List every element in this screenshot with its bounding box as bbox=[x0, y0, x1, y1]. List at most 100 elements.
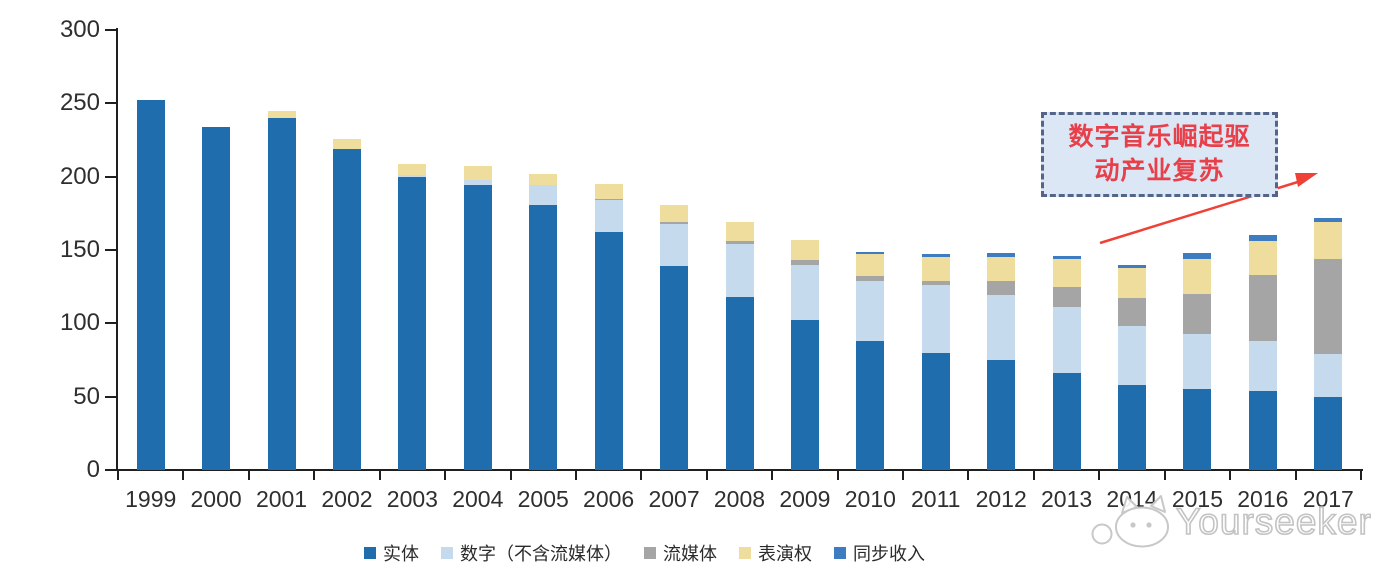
y-axis-tick bbox=[105, 249, 116, 251]
y-axis-line bbox=[116, 28, 118, 471]
x-axis-tick-label: 2001 bbox=[255, 486, 308, 512]
x-axis-tick-label: 2002 bbox=[321, 486, 373, 512]
bar-segment-streaming bbox=[1248, 274, 1277, 341]
x-axis-tick bbox=[705, 471, 708, 480]
legend-label-sync-revenue: 同步收入 bbox=[853, 544, 925, 564]
x-axis-tick bbox=[509, 471, 512, 480]
bar-segment-physical bbox=[136, 100, 165, 470]
legend-label-digital-excl-streaming: 数字（不含流媒体） bbox=[460, 544, 622, 564]
bar-segment-physical bbox=[1118, 384, 1147, 470]
bar-segment-digital-excl-streaming bbox=[1183, 333, 1212, 390]
bar-segment-physical bbox=[1248, 390, 1277, 470]
y-axis-tick-label: 300 bbox=[59, 16, 100, 43]
bar-segment-performance-rights bbox=[1183, 258, 1212, 295]
bar-segment-physical bbox=[529, 204, 558, 470]
bar-column-2013 bbox=[1052, 255, 1081, 470]
bar-segment-digital-excl-streaming bbox=[594, 200, 623, 233]
x-axis-tick-label: 2008 bbox=[713, 486, 766, 512]
bar-column-2009 bbox=[790, 239, 819, 470]
bar-segment-streaming bbox=[725, 241, 754, 245]
bar-segment-performance-rights bbox=[529, 173, 558, 186]
x-axis-tick-label: 1999 bbox=[125, 486, 177, 512]
x-axis-tick bbox=[902, 471, 905, 480]
x-axis-tick bbox=[182, 471, 185, 480]
x-axis-tick-label: 2017 bbox=[1302, 486, 1354, 512]
bar-column-2014 bbox=[1118, 264, 1147, 470]
x-axis-tick-label: 2012 bbox=[975, 486, 1027, 512]
y-axis-tick bbox=[105, 395, 116, 398]
bar-segment-digital-excl-streaming bbox=[1314, 354, 1343, 397]
bar-segment-sync-revenue bbox=[921, 254, 950, 258]
annotation-line1: 数字音乐崛起驱 bbox=[1068, 122, 1251, 151]
y-axis-tick bbox=[105, 469, 116, 471]
x-axis-tick-label: 2003 bbox=[386, 486, 438, 512]
annotation-line2: 动产业复苏 bbox=[1094, 156, 1225, 185]
bar-segment-streaming bbox=[856, 276, 885, 281]
bar-segment-physical bbox=[463, 185, 492, 470]
bar-segment-performance-rights bbox=[856, 254, 885, 277]
x-axis-tick-label: 2010 bbox=[844, 486, 896, 512]
bar-segment-sync-revenue bbox=[987, 252, 1016, 258]
legend-swatch-streaming bbox=[644, 547, 656, 559]
bar-segment-digital-excl-streaming bbox=[529, 185, 558, 205]
bar-segment-digital-excl-streaming bbox=[725, 244, 754, 297]
bar-segment-streaming bbox=[790, 260, 819, 265]
bar-segment-digital-excl-streaming bbox=[921, 285, 950, 353]
legend-swatch-performance-rights bbox=[739, 547, 751, 559]
legend-swatch-sync-revenue bbox=[834, 547, 846, 559]
watermark: Yourseeker bbox=[1090, 494, 1372, 550]
x-axis-tick-label: 2015 bbox=[1171, 486, 1224, 512]
x-axis-tick bbox=[378, 471, 381, 480]
x-axis-tick bbox=[1360, 471, 1362, 480]
x-axis-tick-label: 2006 bbox=[583, 486, 635, 512]
bar-segment-physical bbox=[398, 176, 427, 470]
x-axis-tick bbox=[967, 471, 970, 480]
legend-item-digital-excl-streaming: 数字（不含流媒体） bbox=[441, 540, 622, 566]
bar-column-2007 bbox=[660, 204, 689, 470]
x-axis-tick bbox=[313, 471, 316, 480]
bar-segment-performance-rights bbox=[1118, 267, 1147, 299]
bar-segment-performance-rights bbox=[463, 166, 492, 180]
x-axis-line bbox=[116, 469, 1363, 471]
bar-segment-sync-revenue bbox=[1314, 217, 1343, 223]
bar-segment-physical bbox=[856, 340, 885, 470]
bar-segment-physical bbox=[267, 118, 296, 470]
y-axis-tick bbox=[105, 175, 116, 178]
bar-column-2003 bbox=[398, 163, 427, 470]
x-axis-tick-label: 2005 bbox=[517, 486, 569, 512]
bar-segment-streaming bbox=[987, 280, 1016, 296]
bar-column-2015 bbox=[1183, 252, 1212, 470]
bar-segment-digital-excl-streaming bbox=[790, 264, 819, 321]
bar-segment-performance-rights bbox=[267, 110, 296, 118]
bar-column-2008 bbox=[725, 222, 754, 470]
bar-column-2011 bbox=[921, 254, 950, 470]
bar-segment-performance-rights bbox=[790, 239, 819, 261]
y-axis-tick-label: 0 bbox=[86, 456, 100, 483]
bar-segment-streaming bbox=[921, 280, 950, 286]
bar-segment-performance-rights bbox=[1052, 258, 1081, 287]
legend-item-sync-revenue: 同步收入 bbox=[834, 540, 925, 566]
bar-segment-performance-rights bbox=[921, 257, 950, 281]
bar-segment-streaming bbox=[660, 222, 689, 224]
bar-segment-physical bbox=[921, 352, 950, 470]
bar-segment-digital-excl-streaming bbox=[1248, 340, 1277, 391]
x-axis-tick-label: 2016 bbox=[1237, 486, 1289, 512]
bar-segment-streaming bbox=[1183, 294, 1212, 334]
bar-segment-physical bbox=[1183, 389, 1212, 470]
legend-label-physical: 实体 bbox=[383, 544, 419, 564]
x-axis-tick bbox=[1229, 471, 1232, 480]
y-axis-tick-label: 250 bbox=[59, 89, 100, 117]
x-axis-tick bbox=[1032, 471, 1035, 480]
x-axis-tick bbox=[444, 471, 447, 480]
bar-segment-performance-rights bbox=[1248, 241, 1277, 275]
bar-column-1999 bbox=[136, 100, 165, 470]
annotation-callout-box: 数字音乐崛起驱 动产业复苏 bbox=[1041, 112, 1278, 197]
legend-item-streaming: 流媒体 bbox=[644, 540, 717, 566]
x-axis-tick bbox=[1163, 471, 1166, 480]
x-axis-tick-label: 2011 bbox=[911, 486, 961, 512]
bar-column-2012 bbox=[987, 252, 1016, 470]
bar-column-2006 bbox=[594, 184, 623, 470]
x-axis-tick-label: 2013 bbox=[1041, 486, 1093, 512]
bar-segment-digital-excl-streaming bbox=[398, 175, 427, 177]
x-axis-tick bbox=[574, 471, 577, 480]
